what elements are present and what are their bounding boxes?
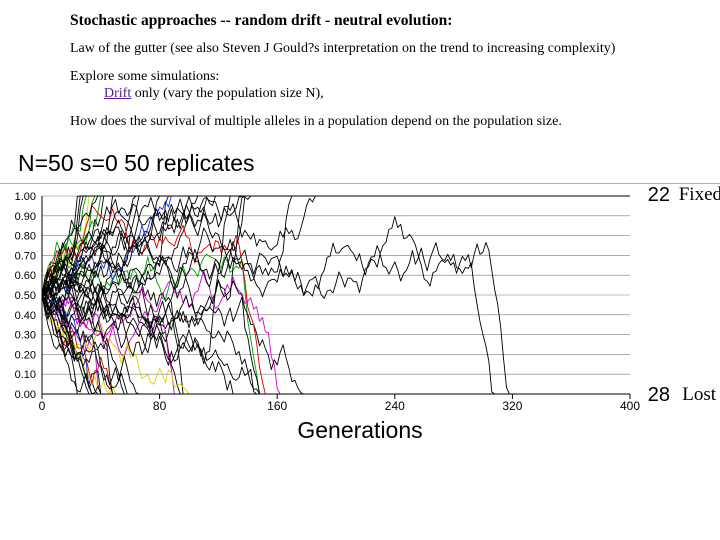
sim-intro-text: Explore some simulations: (70, 69, 219, 84)
x-axis-label: Generations (0, 417, 720, 444)
svg-text:0.90: 0.90 (15, 211, 36, 223)
svg-text:240: 240 (385, 399, 405, 413)
para-sim-intro: Explore some simulations: Drift only (va… (70, 68, 650, 103)
chart-holder: 0.00 0.10 0.20 0.30 0.40 0.50 0.60 0.70 0.80 0.90… (0, 184, 720, 419)
svg-text:160: 160 (267, 399, 287, 413)
para-question: How does the survival of multiple allele… (70, 113, 650, 131)
drift-chart: 0.00 0.10 0.20 0.30 0.40 0.50 0.60 0.70 0.80 0.90… (0, 184, 720, 419)
svg-text:0.30: 0.30 (15, 330, 36, 342)
lost-count: 28 (648, 384, 670, 407)
svg-text:0.70: 0.70 (15, 250, 36, 262)
svg-text:0.10: 0.10 (15, 369, 36, 381)
svg-text:0.20: 0.20 (15, 349, 36, 361)
drift-link[interactable]: Drift (104, 86, 131, 101)
svg-text:80: 80 (153, 399, 167, 413)
para-gutter: Law of the gutter (see also Steven J Gou… (70, 40, 650, 58)
svg-text:0.40: 0.40 (15, 310, 36, 322)
svg-text:0.50: 0.50 (15, 290, 36, 302)
fixed-count: 22 (648, 184, 670, 207)
heading: Stochastic approaches -- random drift - … (70, 12, 650, 30)
param-row: N=50 s=0 50 replicates (0, 144, 720, 177)
svg-text:320: 320 (502, 399, 522, 413)
svg-text:0.80: 0.80 (15, 231, 36, 243)
svg-text:0.00: 0.00 (15, 389, 36, 401)
svg-text:0: 0 (39, 399, 46, 413)
fixed-label: Fixed (679, 184, 720, 206)
svg-text:1.00: 1.00 (15, 191, 36, 203)
lost-label: Lost (682, 384, 716, 406)
sim-rest: only (vary the population size N), (131, 86, 323, 101)
svg-text:0.60: 0.60 (15, 270, 36, 282)
svg-text:400: 400 (620, 399, 640, 413)
